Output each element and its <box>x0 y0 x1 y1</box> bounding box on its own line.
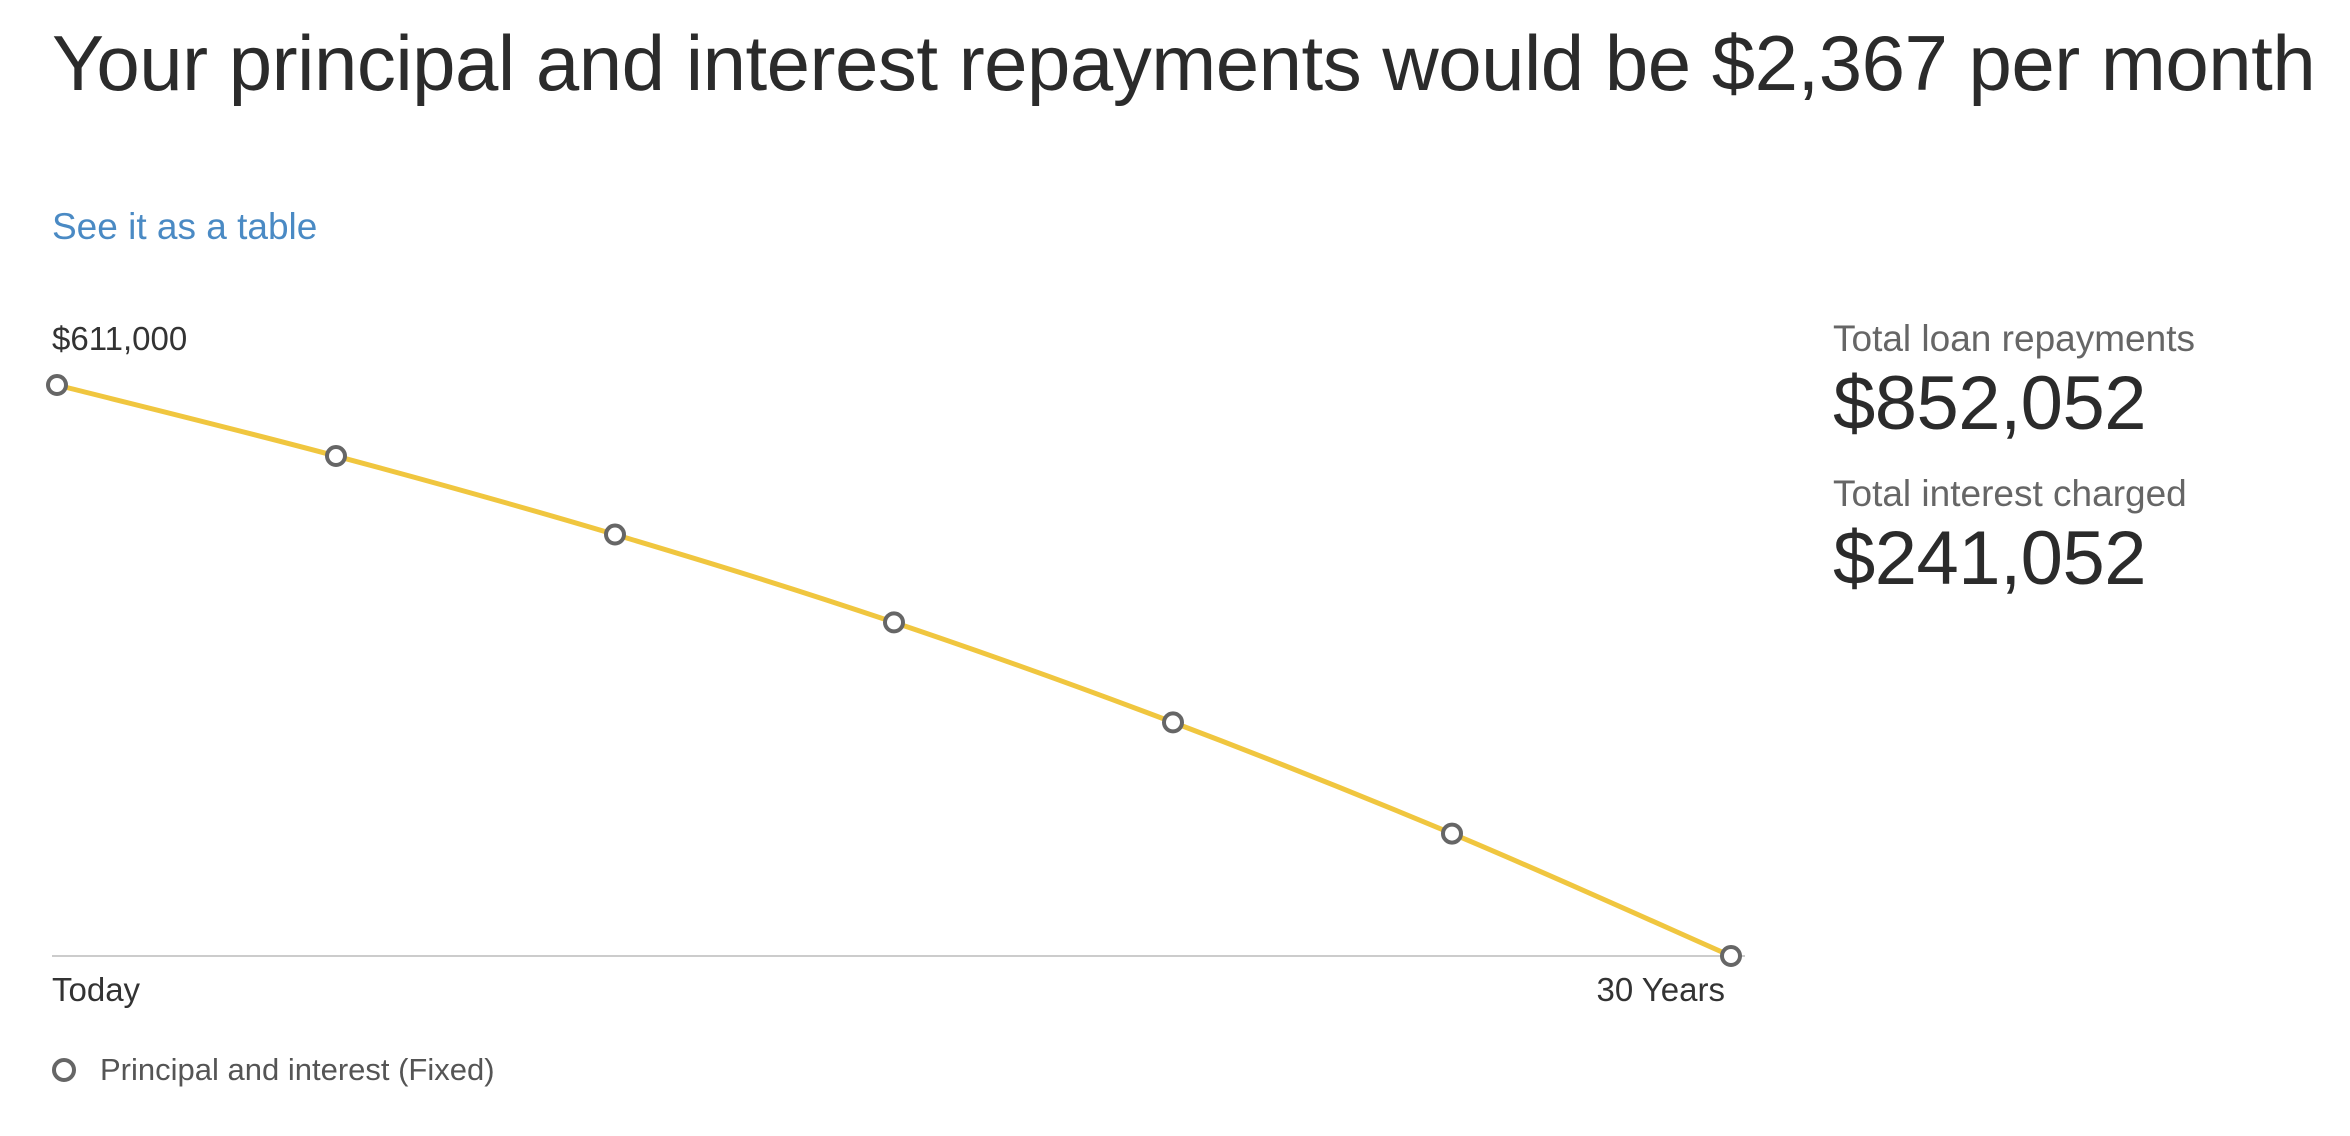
data-point[interactable] <box>46 374 68 396</box>
x-start-label: Today <box>52 971 141 1008</box>
repayment-chart-svg: $611,000 Today 30 Years <box>46 320 1745 1008</box>
data-point[interactable] <box>1720 945 1742 967</box>
repayment-chart: $611,000 Today 30 Years <box>46 320 1745 1008</box>
see-as-table-link[interactable]: See it as a table <box>52 206 318 247</box>
total-interest-label: Total interest charged <box>1833 473 2187 514</box>
data-point[interactable] <box>883 611 905 634</box>
x-end-label: 30 Years <box>1597 971 1725 1008</box>
data-point[interactable] <box>325 445 347 468</box>
data-point[interactable] <box>1441 822 1463 845</box>
summary-panel: Total loan repayments $852,052 Total int… <box>1833 318 2195 602</box>
chart-legend: Principal and interest (Fixed) <box>52 1052 495 1088</box>
page-title: Your principal and interest repayments w… <box>52 19 2316 107</box>
data-point[interactable] <box>604 523 626 546</box>
legend-marker-icon <box>52 1058 76 1082</box>
total-interest-value: $241,052 <box>1833 516 2146 601</box>
legend-label: Principal and interest (Fixed) <box>100 1052 495 1087</box>
data-point[interactable] <box>1162 711 1184 734</box>
principal-interest-line <box>56 382 1733 959</box>
total-repayments-label: Total loan repayments <box>1833 318 2195 359</box>
data-points <box>46 374 1742 967</box>
y-max-label: $611,000 <box>52 320 187 357</box>
total-repayments-value: $852,052 <box>1833 361 2146 446</box>
